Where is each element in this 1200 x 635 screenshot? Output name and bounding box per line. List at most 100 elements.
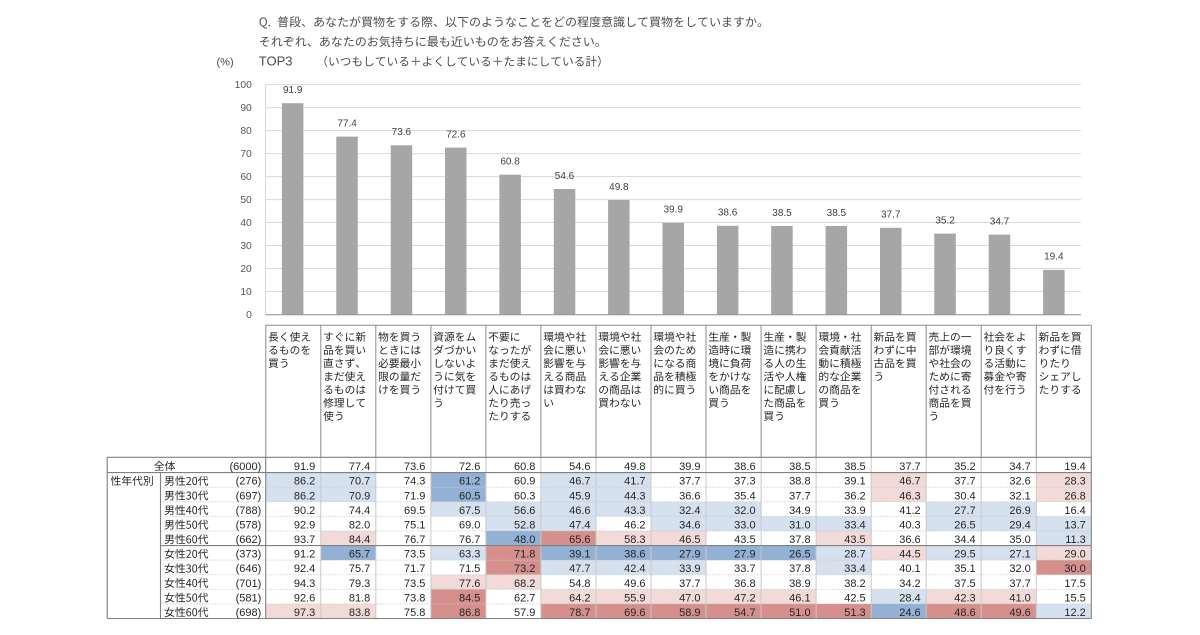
svg-text:16.4: 16.4 [1064, 505, 1085, 517]
svg-text:82.0: 82.0 [349, 520, 370, 532]
svg-text:64.2: 64.2 [569, 592, 590, 604]
svg-text:34.7: 34.7 [990, 217, 1010, 228]
svg-text:33.9: 33.9 [844, 505, 865, 517]
svg-text:58.9: 58.9 [679, 607, 700, 619]
svg-text:37.7: 37.7 [881, 210, 901, 221]
svg-text:80: 80 [240, 126, 252, 137]
svg-text:50: 50 [240, 195, 252, 206]
svg-text:73.5: 73.5 [404, 578, 425, 590]
svg-text:46.5: 46.5 [679, 534, 700, 546]
svg-text:63.3: 63.3 [459, 549, 480, 561]
svg-text:51.3: 51.3 [844, 607, 865, 619]
svg-text:24.6: 24.6 [899, 607, 920, 619]
svg-text:57.9: 57.9 [514, 607, 535, 619]
svg-text:35.0: 35.0 [1009, 534, 1030, 546]
svg-text:44.5: 44.5 [899, 549, 920, 561]
svg-text:(698): (698) [236, 607, 262, 619]
svg-text:(788): (788) [236, 505, 262, 517]
svg-text:86.2: 86.2 [294, 476, 315, 488]
svg-text:15.5: 15.5 [1064, 592, 1085, 604]
svg-text:86.8: 86.8 [459, 607, 480, 619]
svg-text:42.4: 42.4 [624, 563, 645, 575]
svg-text:29.0: 29.0 [1064, 549, 1085, 561]
svg-text:43.3: 43.3 [624, 505, 645, 517]
svg-text:36.6: 36.6 [679, 490, 700, 502]
svg-text:10: 10 [240, 287, 252, 298]
svg-text:47.0: 47.0 [679, 592, 700, 604]
svg-text:41.0: 41.0 [1009, 592, 1030, 604]
svg-text:26.9: 26.9 [1009, 505, 1030, 517]
svg-text:38.5: 38.5 [772, 208, 792, 219]
svg-text:36.8: 36.8 [734, 578, 755, 590]
svg-text:49.6: 49.6 [624, 578, 645, 590]
svg-text:17.5: 17.5 [1064, 578, 1085, 590]
svg-text:100: 100 [235, 80, 252, 91]
svg-text:36.6: 36.6 [899, 534, 920, 546]
svg-text:38.6: 38.6 [624, 549, 645, 561]
svg-text:28.4: 28.4 [899, 592, 920, 604]
svg-text:77.4: 77.4 [349, 461, 370, 473]
svg-text:35.2: 35.2 [954, 461, 975, 473]
svg-text:46.6: 46.6 [569, 505, 590, 517]
svg-text:69.6: 69.6 [624, 607, 645, 619]
svg-text:42.3: 42.3 [954, 592, 975, 604]
svg-text:97.3: 97.3 [294, 607, 315, 619]
svg-text:49.6: 49.6 [1009, 607, 1030, 619]
svg-text:78.7: 78.7 [569, 607, 590, 619]
svg-text:54.6: 54.6 [555, 171, 575, 182]
svg-text:27.9: 27.9 [734, 549, 755, 561]
svg-text:33.4: 33.4 [844, 563, 865, 575]
svg-text:34.4: 34.4 [954, 534, 975, 546]
svg-text:40.1: 40.1 [899, 563, 920, 575]
svg-text:49.8: 49.8 [624, 461, 645, 473]
svg-text:39.1: 39.1 [569, 549, 590, 561]
svg-text:19.4: 19.4 [1044, 252, 1064, 263]
svg-text:34.6: 34.6 [679, 520, 700, 532]
svg-text:60.5: 60.5 [459, 490, 480, 502]
svg-text:92.6: 92.6 [294, 592, 315, 604]
svg-text:35.1: 35.1 [954, 563, 975, 575]
svg-text:90.2: 90.2 [294, 505, 315, 517]
svg-text:44.3: 44.3 [624, 490, 645, 502]
svg-text:41.7: 41.7 [624, 476, 645, 488]
svg-text:27.1: 27.1 [1009, 549, 1030, 561]
svg-text:33.7: 33.7 [734, 563, 755, 575]
svg-text:37.7: 37.7 [679, 578, 700, 590]
svg-text:(276): (276) [236, 476, 262, 488]
svg-text:46.7: 46.7 [899, 476, 920, 488]
svg-text:71.8: 71.8 [514, 549, 535, 561]
svg-text:38.8: 38.8 [789, 476, 810, 488]
svg-text:48.6: 48.6 [954, 607, 975, 619]
svg-text:74.3: 74.3 [404, 476, 425, 488]
svg-text:(578): (578) [236, 520, 262, 532]
svg-text:71.9: 71.9 [404, 490, 425, 502]
svg-text:71.5: 71.5 [459, 563, 480, 575]
svg-text:84.5: 84.5 [459, 592, 480, 604]
svg-text:54.6: 54.6 [569, 461, 590, 473]
svg-text:34.7: 34.7 [1009, 461, 1030, 473]
svg-text:37.5: 37.5 [954, 578, 975, 590]
svg-text:38.2: 38.2 [844, 578, 865, 590]
svg-text:41.2: 41.2 [899, 505, 920, 517]
svg-text:60.8: 60.8 [500, 157, 520, 168]
svg-text:32.0: 32.0 [1009, 563, 1030, 575]
svg-text:33.4: 33.4 [844, 520, 865, 532]
svg-text:76.7: 76.7 [404, 534, 425, 546]
svg-text:31.0: 31.0 [789, 520, 810, 532]
svg-text:35.4: 35.4 [734, 490, 755, 502]
svg-text:32.0: 32.0 [734, 505, 755, 517]
svg-text:69.0: 69.0 [459, 520, 480, 532]
svg-text:58.3: 58.3 [624, 534, 645, 546]
svg-text:32.6: 32.6 [1009, 476, 1030, 488]
svg-text:90: 90 [240, 103, 252, 114]
svg-text:37.7: 37.7 [789, 490, 810, 502]
svg-text:43.5: 43.5 [844, 534, 865, 546]
svg-text:(6000): (6000) [230, 461, 262, 473]
svg-text:35.2: 35.2 [935, 215, 955, 226]
svg-text:79.3: 79.3 [349, 578, 370, 590]
svg-text:39.9: 39.9 [663, 205, 683, 216]
svg-text:27.7: 27.7 [954, 505, 975, 517]
svg-text:37.8: 37.8 [789, 563, 810, 575]
svg-text:70.9: 70.9 [349, 490, 370, 502]
svg-text:70: 70 [240, 149, 252, 160]
